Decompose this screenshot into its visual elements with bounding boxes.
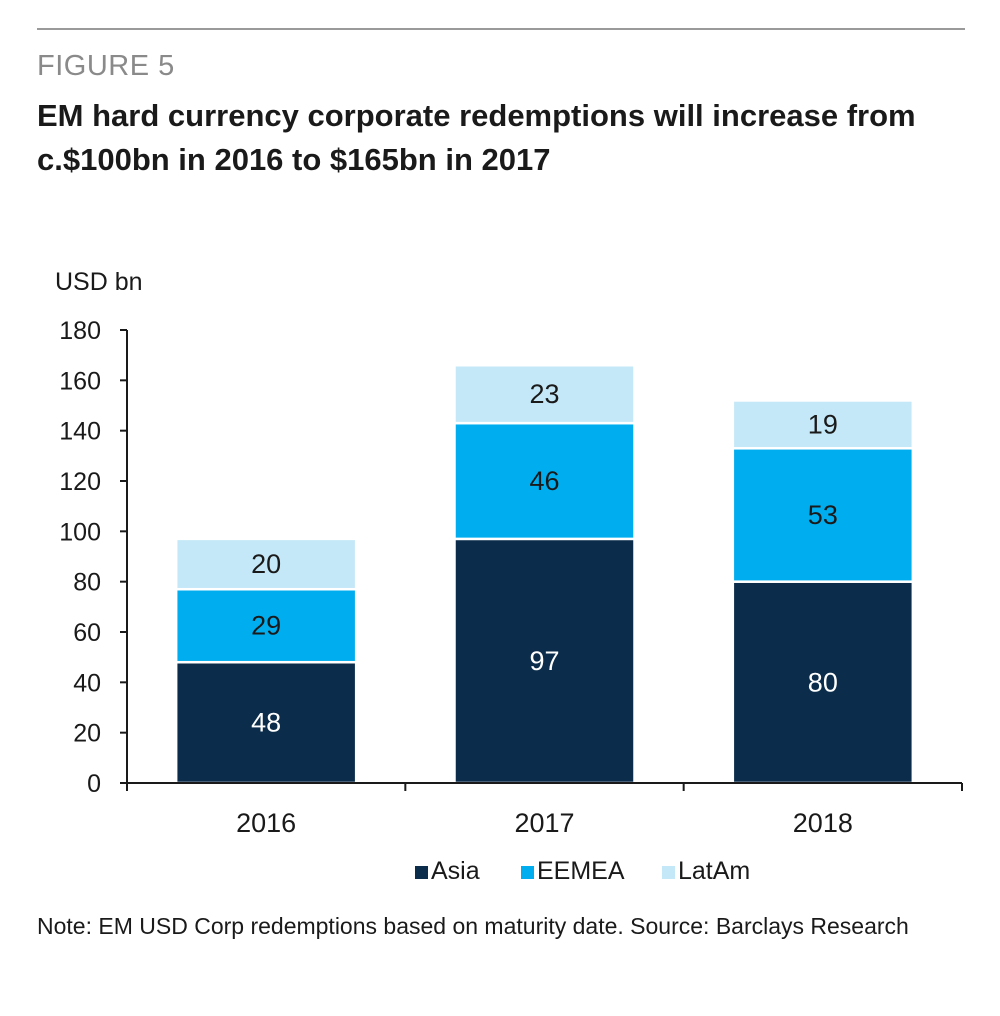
y-tick-label-160: 160 — [59, 367, 101, 395]
data-label-eemea-2018: 53 — [808, 500, 838, 530]
legend-swatch-asia — [415, 866, 428, 879]
stacked-bar-chart: USD bn 48 29 20 97 46 23 80 53 19 0 20 40 60 80 100 12… — [55, 268, 963, 885]
bar-eemea-2018 — [731, 447, 915, 583]
data-label-eemea-2017: 46 — [529, 466, 559, 496]
axes-group: 0 20 40 60 80 100 120 140 160 180 2016 2017 2018 — [59, 317, 963, 838]
legend-swatch-eemea — [521, 866, 534, 879]
y-tick-label-0: 0 — [87, 770, 101, 798]
data-label-asia-2018: 80 — [808, 667, 838, 697]
chart-title: EM hard currency corporate redemptions w… — [37, 98, 916, 177]
bars-group — [174, 363, 915, 785]
data-label-eemea-2016: 29 — [251, 611, 281, 641]
legend-label-latam: LatAm — [678, 857, 750, 885]
figure-label: FIGURE 5 — [37, 50, 175, 82]
data-label-latam-2017: 23 — [529, 379, 559, 409]
legend-swatch-latam — [662, 866, 675, 879]
x-tick-label-2016: 2016 — [236, 808, 296, 838]
data-label-latam-2016: 20 — [251, 549, 281, 579]
data-label-latam-2018: 19 — [808, 409, 838, 439]
x-tick-label-2018: 2018 — [793, 808, 853, 838]
y-tick-label-40: 40 — [73, 669, 101, 697]
bar-asia-2018 — [731, 580, 915, 785]
bar-latam-2018 — [731, 399, 915, 450]
y-tick-label-120: 120 — [59, 468, 101, 496]
data-label-asia-2017: 97 — [529, 646, 559, 676]
legend-label-asia: Asia — [431, 857, 480, 885]
chart-note: Note: EM USD Corp redemptions based on m… — [37, 913, 909, 939]
x-tick-label-2017: 2017 — [514, 808, 574, 838]
y-tick-label-80: 80 — [73, 569, 101, 597]
legend: Asia EEMEA LatAm — [415, 857, 750, 885]
data-labels-group: 48 29 20 97 46 23 80 53 19 — [251, 379, 838, 737]
y-tick-label-180: 180 — [59, 317, 101, 345]
y-tick-label-20: 20 — [73, 720, 101, 748]
y-tick-label-140: 140 — [59, 418, 101, 446]
legend-label-eemea: EEMEA — [537, 857, 625, 885]
bar-latam-2016 — [174, 537, 358, 591]
bar-latam-2017 — [453, 363, 636, 425]
data-label-asia-2016: 48 — [251, 708, 281, 738]
y-tick-label-60: 60 — [73, 619, 101, 647]
y-axis-unit-label: USD bn — [55, 268, 143, 296]
y-tick-label-100: 100 — [59, 518, 101, 546]
top-rule — [37, 28, 965, 30]
